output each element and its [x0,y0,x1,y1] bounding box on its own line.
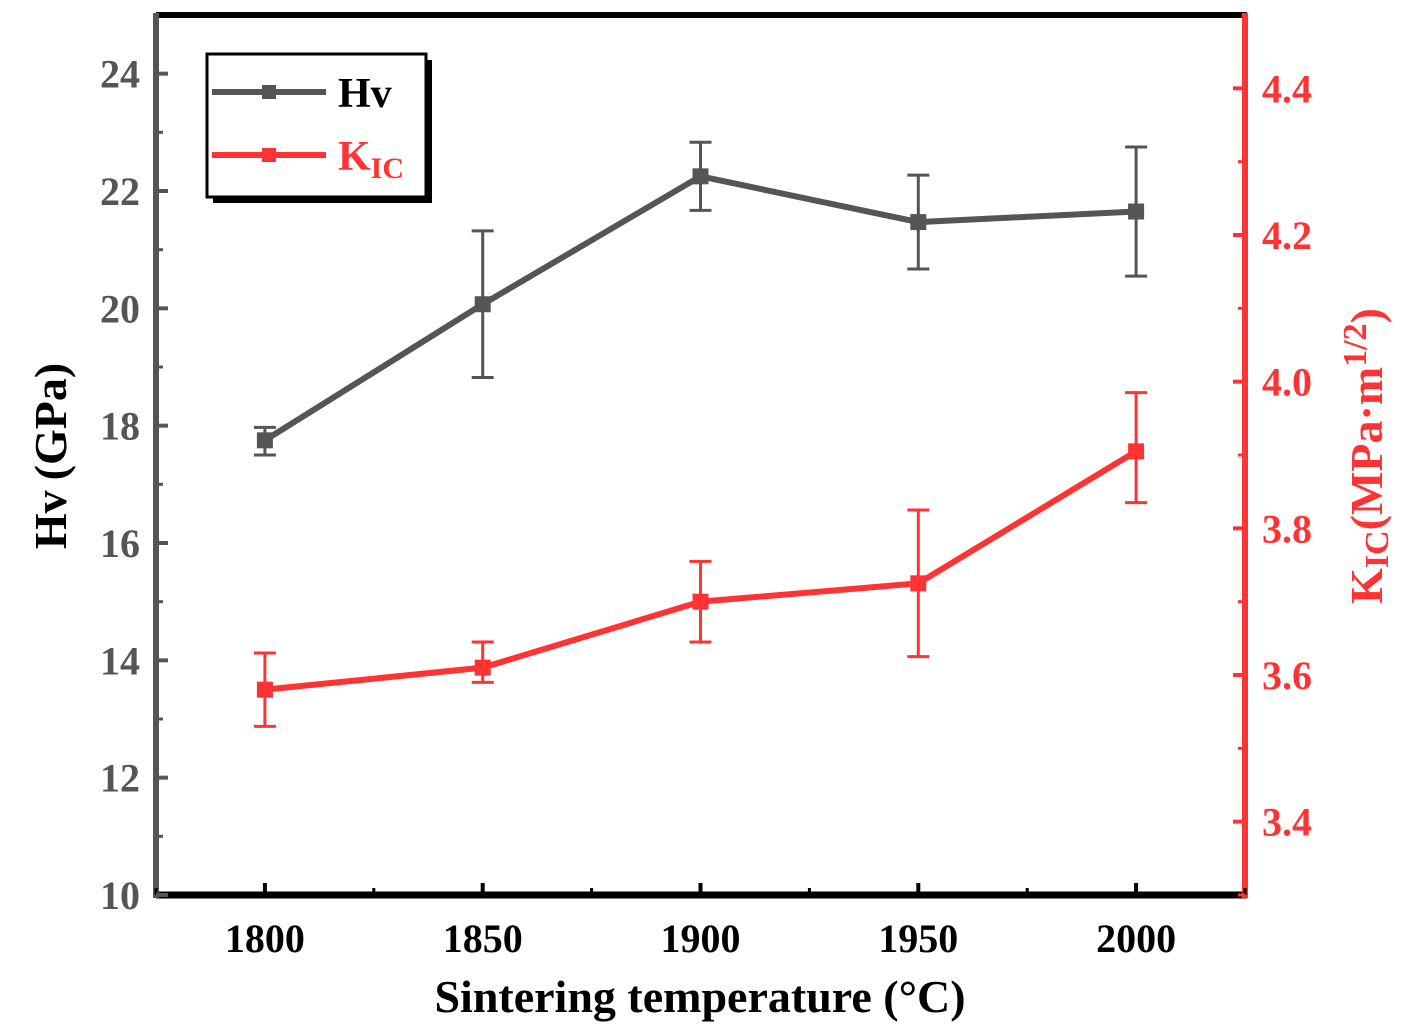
right-y-tick-label: 4.2 [1262,213,1312,258]
legend-box [205,52,428,199]
x-tick-label: 1850 [443,916,523,961]
right-y-tick-label: 4.4 [1262,66,1312,111]
legend-kic-marker [262,148,276,162]
x-axis-ticks: 1800 1850 1900 1950 2000 [154,883,1247,961]
left-y-axis-title-main: Hv [25,490,76,549]
left-y-tick-label: 16 [100,521,140,566]
series-hv [253,140,1148,457]
series-kic [253,391,1148,728]
right-y-axis-title-unit: (MPa·m [1341,367,1392,531]
series-hv-point [910,214,927,231]
series-kic-point [256,681,273,698]
left-y-tick-label: 22 [100,169,140,214]
legend-kic-label: KIC [338,134,404,185]
series-kic-point [474,659,491,676]
series-layer [253,140,1148,728]
series-kic-point [692,593,709,610]
right-y-axis-title-main: K [1341,568,1392,604]
legend-hv-label: Hv [338,71,392,117]
legend: Hv KIC [205,52,432,203]
left-y-tick-label: 12 [100,756,140,801]
left-y-tick-label: 24 [100,52,140,97]
series-hv-line [263,173,1137,443]
series-kic-point [910,575,927,592]
left-y-axis-title: Hv (GPa) [25,363,76,549]
series-hv-point [256,432,273,449]
left-y-tick-label: 18 [100,404,140,449]
left-y-axis-title-unit: (GPa) [25,363,76,481]
right-y-tick-label: 3.8 [1262,506,1312,551]
series-hv-point [692,168,709,185]
x-tick-label: 1950 [878,916,958,961]
legend-kic-label-sub: IC [371,152,404,185]
series-hv-point [1128,203,1145,220]
left-y-tick-label: 10 [100,873,140,918]
right-y-axis-title-close: ) [1341,308,1392,323]
right-y-tick-label: 4.0 [1262,360,1312,405]
right-y-axis-ticks: 3.4 3.6 3.8 4.0 4.2 4.4 [1233,66,1312,897]
right-y-tick-label: 3.4 [1262,800,1312,845]
x-tick-label: 2000 [1096,916,1176,961]
left-y-axis-ticks: 10 12 14 16 18 20 22 24 [100,52,168,918]
left-y-tick-label: 14 [100,638,140,683]
right-y-tick-label: 3.6 [1262,653,1312,698]
legend-hv-marker [262,85,276,99]
series-kic-point [1128,443,1145,460]
series-hv-point [474,296,491,313]
left-y-tick-label: 20 [100,286,140,331]
right-y-axis-title-sub: IC [1359,530,1396,568]
x-tick-label: 1800 [225,916,305,961]
right-y-axis-title: KIC(MPa·m1/2) [1337,308,1396,604]
x-tick-label: 1900 [661,916,741,961]
right-y-axis-title-sup: 1/2 [1337,323,1374,366]
legend-kic-label-main: K [338,134,371,180]
x-axis-title: Sintering temperature (°C) [434,971,965,1022]
